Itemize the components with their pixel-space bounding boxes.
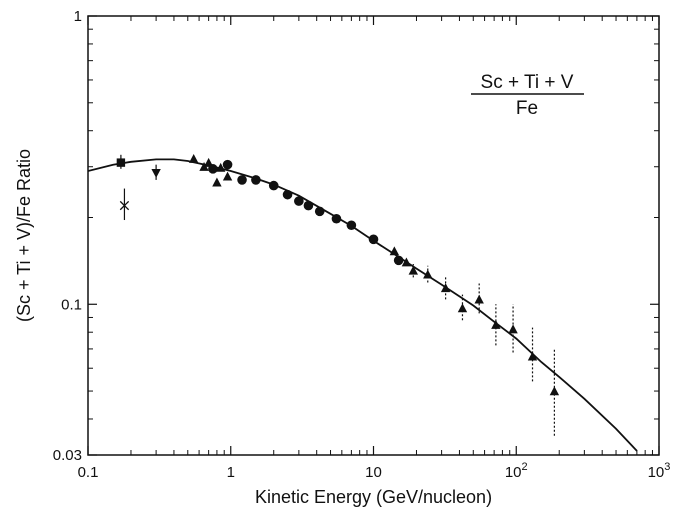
data-point-triangle-up xyxy=(508,324,518,334)
data-point-circle xyxy=(237,175,247,185)
data-point-circle xyxy=(251,175,261,185)
data-point-circle xyxy=(268,180,279,191)
data-point-circle xyxy=(208,164,218,174)
data-point-triangle-up xyxy=(188,153,199,163)
data-point-circle xyxy=(282,189,293,200)
data-point-circle xyxy=(294,196,304,206)
data-point-circle xyxy=(346,220,357,231)
data-point-triangle-up xyxy=(389,246,400,256)
data-point-triangle-up xyxy=(401,257,412,267)
y-tick-label: 0.03 xyxy=(53,447,82,464)
x-tick-label: 10 xyxy=(365,464,382,481)
data-point-triangle-up xyxy=(215,162,226,172)
x-tick-label: 102 xyxy=(505,461,528,481)
annotation-denominator: Fe xyxy=(516,98,538,119)
y-axis-title: (Sc + Ti + V)/Fe Ratio xyxy=(14,149,34,322)
data-point-triangle-up xyxy=(491,319,501,329)
data-point-triangle-down xyxy=(151,168,161,178)
x-tick-label: 103 xyxy=(648,461,671,481)
data-point-triangle-up xyxy=(474,294,484,304)
data-point-triangle-up xyxy=(549,386,560,396)
x-tick-label: 1 xyxy=(227,464,235,481)
data-point-circle xyxy=(303,200,314,211)
y-tick-label: 0.1 xyxy=(61,296,82,313)
data-point-circle xyxy=(368,234,379,245)
data-point-triangle-up xyxy=(440,283,451,293)
x-axis-title: Kinetic Energy (GeV/nucleon) xyxy=(255,487,492,507)
data-point-circle xyxy=(314,206,325,217)
data-points xyxy=(116,153,560,436)
data-point-triangle-up xyxy=(527,351,538,361)
x-tick-label: 0.1 xyxy=(78,464,99,481)
data-point-circle xyxy=(331,213,342,224)
ratio-annotation: Sc + Ti + V Fe xyxy=(471,72,584,119)
data-point-circle xyxy=(222,159,233,170)
data-point-triangle-up xyxy=(457,303,468,313)
data-point-triangle-up xyxy=(199,162,209,171)
data-point-cross xyxy=(119,200,130,211)
data-point-triangle-up xyxy=(212,177,222,187)
data-point-triangle-up xyxy=(423,269,433,279)
data-point-triangle-up xyxy=(408,265,418,275)
y-tick-label: 1 xyxy=(74,8,82,25)
data-point-triangle-up xyxy=(222,171,233,181)
data-point-circle xyxy=(393,255,404,266)
data-point-square xyxy=(116,158,126,167)
annotation-numerator: Sc + Ti + V xyxy=(481,72,574,93)
